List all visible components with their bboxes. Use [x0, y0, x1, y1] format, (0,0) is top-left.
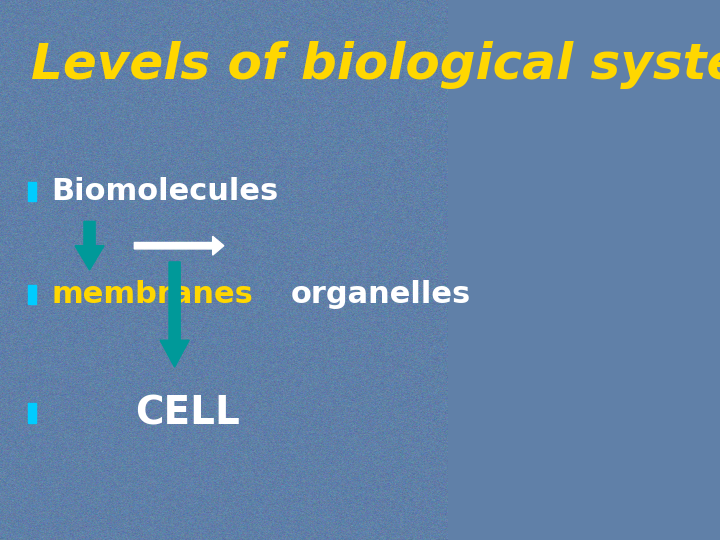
Text: membranes: membranes: [52, 280, 253, 309]
Text: Levels of biological systems: Levels of biological systems: [32, 41, 720, 89]
Bar: [28, 182, 36, 201]
Bar: [28, 285, 36, 304]
FancyArrow shape: [160, 262, 189, 367]
Bar: [28, 403, 36, 423]
Text: organelles: organelles: [291, 280, 472, 309]
Text: Biomolecules: Biomolecules: [52, 177, 279, 206]
Text: CELL: CELL: [135, 394, 240, 432]
FancyArrow shape: [135, 237, 224, 255]
FancyArrow shape: [75, 221, 104, 270]
